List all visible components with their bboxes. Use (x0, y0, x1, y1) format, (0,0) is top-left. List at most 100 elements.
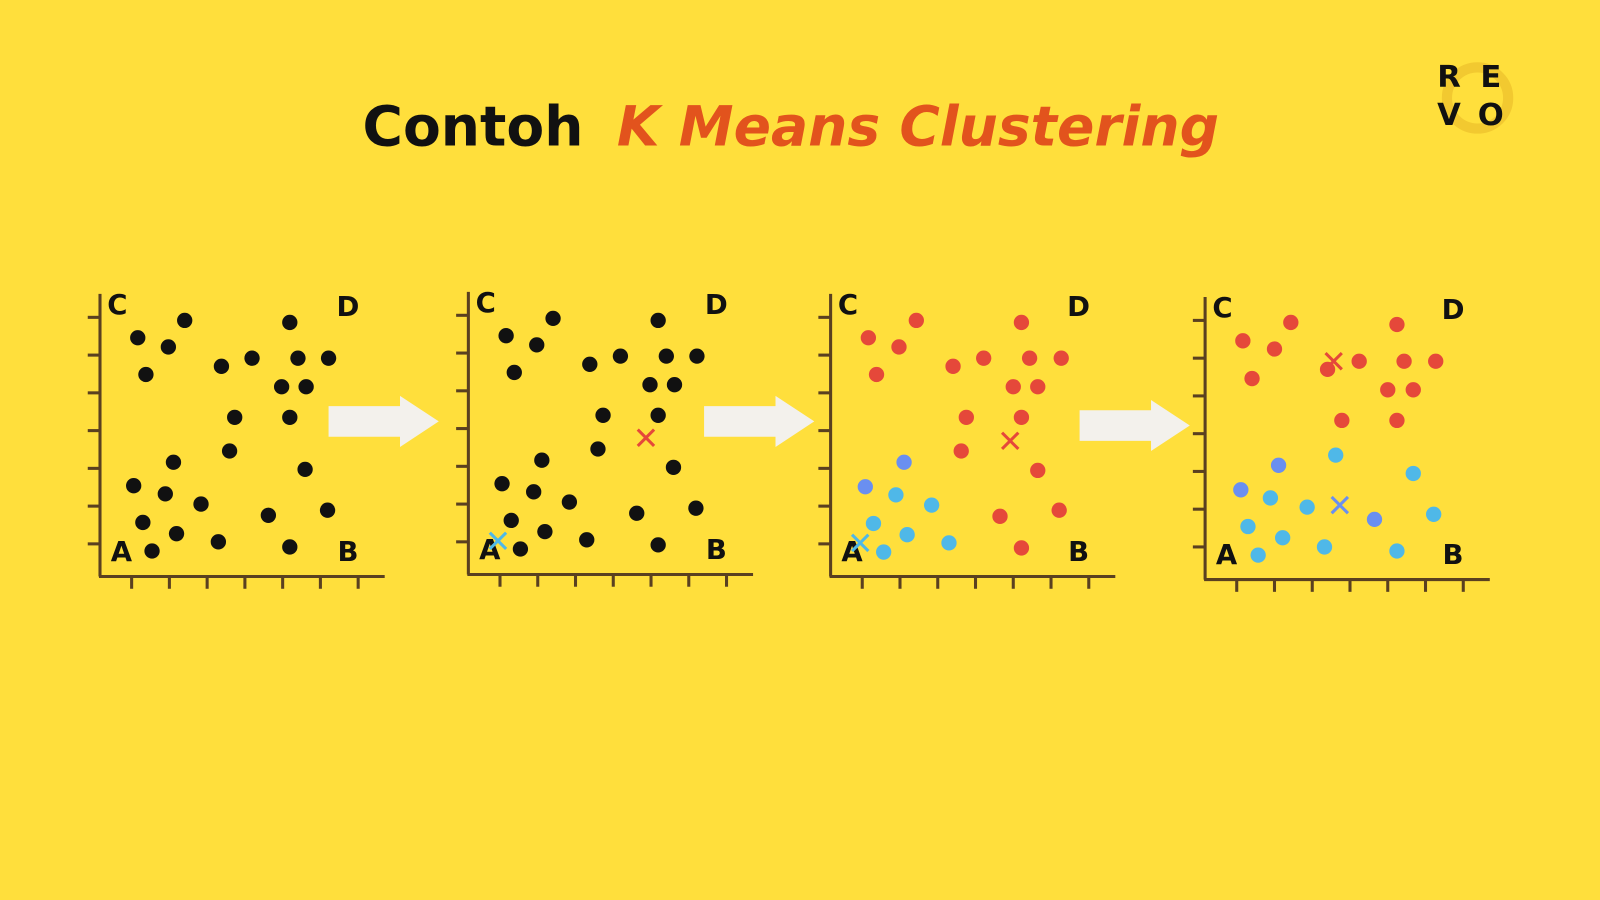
data-point (896, 454, 912, 470)
data-point (138, 366, 154, 383)
data-point (945, 358, 961, 374)
data-point (1262, 490, 1279, 506)
data-point (561, 494, 578, 510)
data-point (319, 502, 336, 518)
corner-label: D (1067, 291, 1090, 323)
data-point (213, 358, 230, 374)
data-point (221, 443, 238, 459)
data-point (665, 459, 682, 475)
data-point (1270, 457, 1287, 473)
data-point (1233, 482, 1249, 498)
data-point (320, 350, 337, 366)
data-point (1396, 353, 1412, 369)
data-point (1250, 547, 1266, 563)
corner-label: C (838, 289, 858, 321)
corner-label: A (1216, 539, 1238, 571)
arrow (328, 395, 439, 447)
data-point (244, 350, 260, 366)
data-point (1426, 506, 1442, 522)
data-point (529, 337, 545, 353)
data-point (1005, 379, 1021, 395)
title-emphasis: K Means Clustering (617, 95, 1219, 159)
data-point (512, 541, 529, 557)
data-point (545, 310, 561, 327)
data-point (1405, 465, 1421, 482)
data-point (498, 328, 514, 344)
logo-letter: V (1437, 98, 1461, 133)
logo-letter: O (1478, 98, 1504, 133)
data-point (126, 478, 142, 494)
data-point (1389, 316, 1405, 333)
data-point (1013, 314, 1030, 331)
data-point (1235, 333, 1251, 349)
data-point (1013, 540, 1030, 556)
scatter-panel: C DA B (1192, 292, 1490, 592)
logo-letter: E (1480, 60, 1501, 95)
arrows (328, 395, 1190, 452)
data-point (868, 366, 885, 383)
data-point (629, 505, 645, 521)
data-point (227, 409, 243, 425)
data-point (290, 350, 306, 366)
data-point (1275, 530, 1291, 546)
corner-label: D (705, 289, 728, 321)
corner-label: D (1442, 294, 1465, 326)
data-point (282, 539, 298, 555)
data-point (908, 312, 924, 329)
data-point (860, 330, 877, 346)
data-point (193, 496, 209, 512)
data-point (282, 314, 298, 331)
data-point (666, 377, 683, 393)
data-point (865, 515, 882, 532)
data-point (590, 441, 606, 457)
title-plain: Contoh (363, 95, 584, 159)
centroid (1000, 431, 1020, 451)
data-point (612, 348, 629, 364)
data-point (135, 514, 151, 531)
data-point (260, 507, 277, 523)
data-point (923, 497, 940, 513)
data-point (1351, 353, 1367, 369)
data-point (144, 543, 160, 559)
data-point (876, 544, 892, 560)
data-point (157, 486, 173, 502)
corner-label: C (476, 287, 496, 319)
data-point (177, 312, 193, 329)
corner-label: C (107, 289, 127, 321)
data-point (1240, 518, 1256, 535)
data-point (976, 350, 992, 366)
data-point (1428, 353, 1444, 369)
data-point (210, 534, 227, 550)
scatter-panel: C DA B (818, 289, 1116, 589)
scatter-panel: C DA B (87, 289, 385, 589)
title: Contoh K Means Clustering (363, 95, 1220, 159)
corner-label: D (337, 291, 360, 323)
corner-label: A (111, 536, 133, 568)
data-point (582, 356, 598, 372)
data-point (273, 379, 290, 395)
corner-label: B (1443, 539, 1464, 571)
data-point (642, 377, 658, 393)
data-point (992, 508, 1008, 524)
data-point (1244, 370, 1260, 387)
data-point (658, 348, 674, 364)
corner-label: B (706, 534, 727, 566)
data-point (891, 339, 907, 355)
data-point (688, 500, 704, 516)
data-point (503, 512, 519, 529)
data-point (650, 407, 666, 423)
arrow (704, 395, 815, 447)
data-point (1266, 341, 1283, 357)
data-point (941, 535, 957, 551)
data-point (1013, 409, 1030, 425)
data-point (1328, 447, 1344, 463)
data-point (1405, 382, 1421, 398)
corner-label: B (1068, 536, 1089, 568)
data-point (1316, 539, 1333, 555)
logo: R E V O (1437, 60, 1514, 134)
scatter-panel: C DA B (456, 287, 754, 587)
data-point (282, 409, 298, 425)
data-point (1366, 511, 1383, 528)
data-point (160, 339, 177, 355)
data-point (506, 364, 522, 381)
